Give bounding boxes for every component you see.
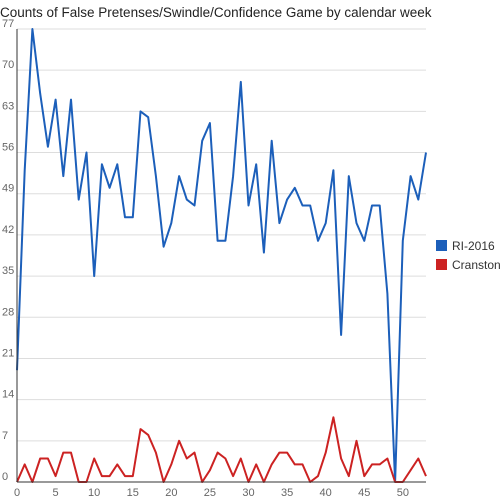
y-tick-label: 14 xyxy=(2,389,14,401)
y-tick-label: 21 xyxy=(2,347,14,359)
y-tick-label: 7 xyxy=(2,430,8,442)
x-tick-label: 35 xyxy=(281,487,293,499)
y-tick-label: 56 xyxy=(2,142,14,154)
x-tick-label: 45 xyxy=(358,487,370,499)
x-tick-label: 50 xyxy=(397,487,409,499)
y-tick-label: 77 xyxy=(2,18,14,30)
series-line-cranston[interactable] xyxy=(16,416,427,483)
y-tick-label: 42 xyxy=(2,224,14,236)
x-tick-label: 0 xyxy=(14,487,20,499)
x-tick-label: 30 xyxy=(242,487,254,499)
legend-swatch-ri-2016 xyxy=(436,240,447,251)
y-tick-label: 63 xyxy=(2,100,14,112)
legend-item-cranston[interactable]: Cranston xyxy=(436,258,500,272)
gridlines xyxy=(17,28,426,442)
legend-label-cranston: Cranston xyxy=(452,258,500,272)
y-axis-ticks: 0 7 14 21 28 35 42 49 56 63 70 77 xyxy=(2,18,14,483)
x-tick-label: 5 xyxy=(53,487,59,499)
legend-swatch-cranston xyxy=(436,259,447,270)
x-tick-label: 25 xyxy=(204,487,216,499)
series-lines xyxy=(16,28,427,483)
x-axis-ticks: 0 5 10 15 20 25 30 35 40 45 50 xyxy=(14,487,409,499)
chart-title: Counts of False Pretenses/Swindle/Confid… xyxy=(0,5,432,20)
y-tick-label: 0 xyxy=(2,471,8,483)
y-tick-label: 35 xyxy=(2,265,14,277)
y-tick-label: 28 xyxy=(2,306,14,318)
legend: RI-2016 Cranston xyxy=(436,239,500,272)
x-tick-label: 40 xyxy=(320,487,332,499)
y-tick-label: 49 xyxy=(2,183,14,195)
x-tick-label: 15 xyxy=(127,487,139,499)
x-tick-label: 10 xyxy=(88,487,100,499)
y-tick-label: 70 xyxy=(2,59,14,71)
legend-item-ri-2016[interactable]: RI-2016 xyxy=(436,239,495,253)
series-line-ri-2016[interactable] xyxy=(16,28,427,483)
legend-label-ri-2016: RI-2016 xyxy=(452,239,495,253)
x-tick-label: 20 xyxy=(165,487,177,499)
